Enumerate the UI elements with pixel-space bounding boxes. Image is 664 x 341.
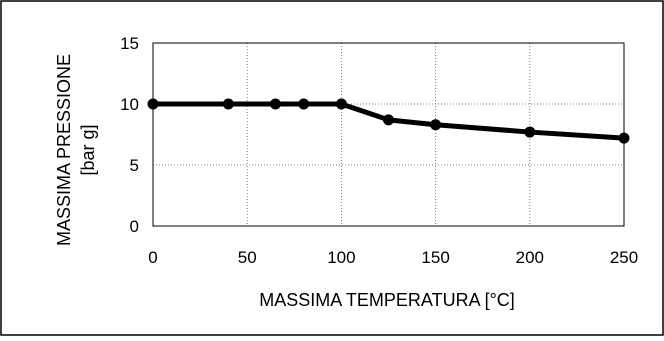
y-axis-title-line-2: [bar g]	[78, 124, 98, 175]
data-point	[430, 119, 442, 131]
x-tick-label: 150	[421, 248, 449, 267]
x-tick-label: 0	[148, 248, 157, 267]
data-point	[147, 98, 159, 110]
data-point	[524, 126, 536, 138]
y-tick-label: 15	[120, 34, 139, 53]
data-point	[618, 132, 630, 144]
x-tick-label: 200	[516, 248, 544, 267]
x-tick-labels: 0 50 100 150 200 250	[148, 248, 638, 267]
y-axis-title: MASSIMA PRESSIONE [bar g]	[54, 54, 98, 246]
data-point	[383, 114, 394, 126]
y-tick-label: 10	[120, 95, 139, 114]
data-point	[222, 98, 234, 110]
y-tick-labels: 0 5 10 15	[120, 34, 139, 236]
y-axis-title-line-1: MASSIMA PRESSIONE	[54, 54, 74, 246]
x-tick-label: 100	[327, 248, 355, 267]
data-point	[298, 98, 310, 110]
y-tick-label: 0	[130, 217, 139, 236]
x-tick-label: 50	[238, 248, 257, 267]
x-axis-title: MASSIMA TEMPERATURA [°C]	[259, 290, 515, 310]
data-point	[269, 98, 281, 110]
series-layer	[147, 98, 630, 144]
y-tick-label: 5	[130, 156, 139, 175]
data-point	[335, 98, 347, 110]
x-tick-label: 250	[610, 248, 638, 267]
